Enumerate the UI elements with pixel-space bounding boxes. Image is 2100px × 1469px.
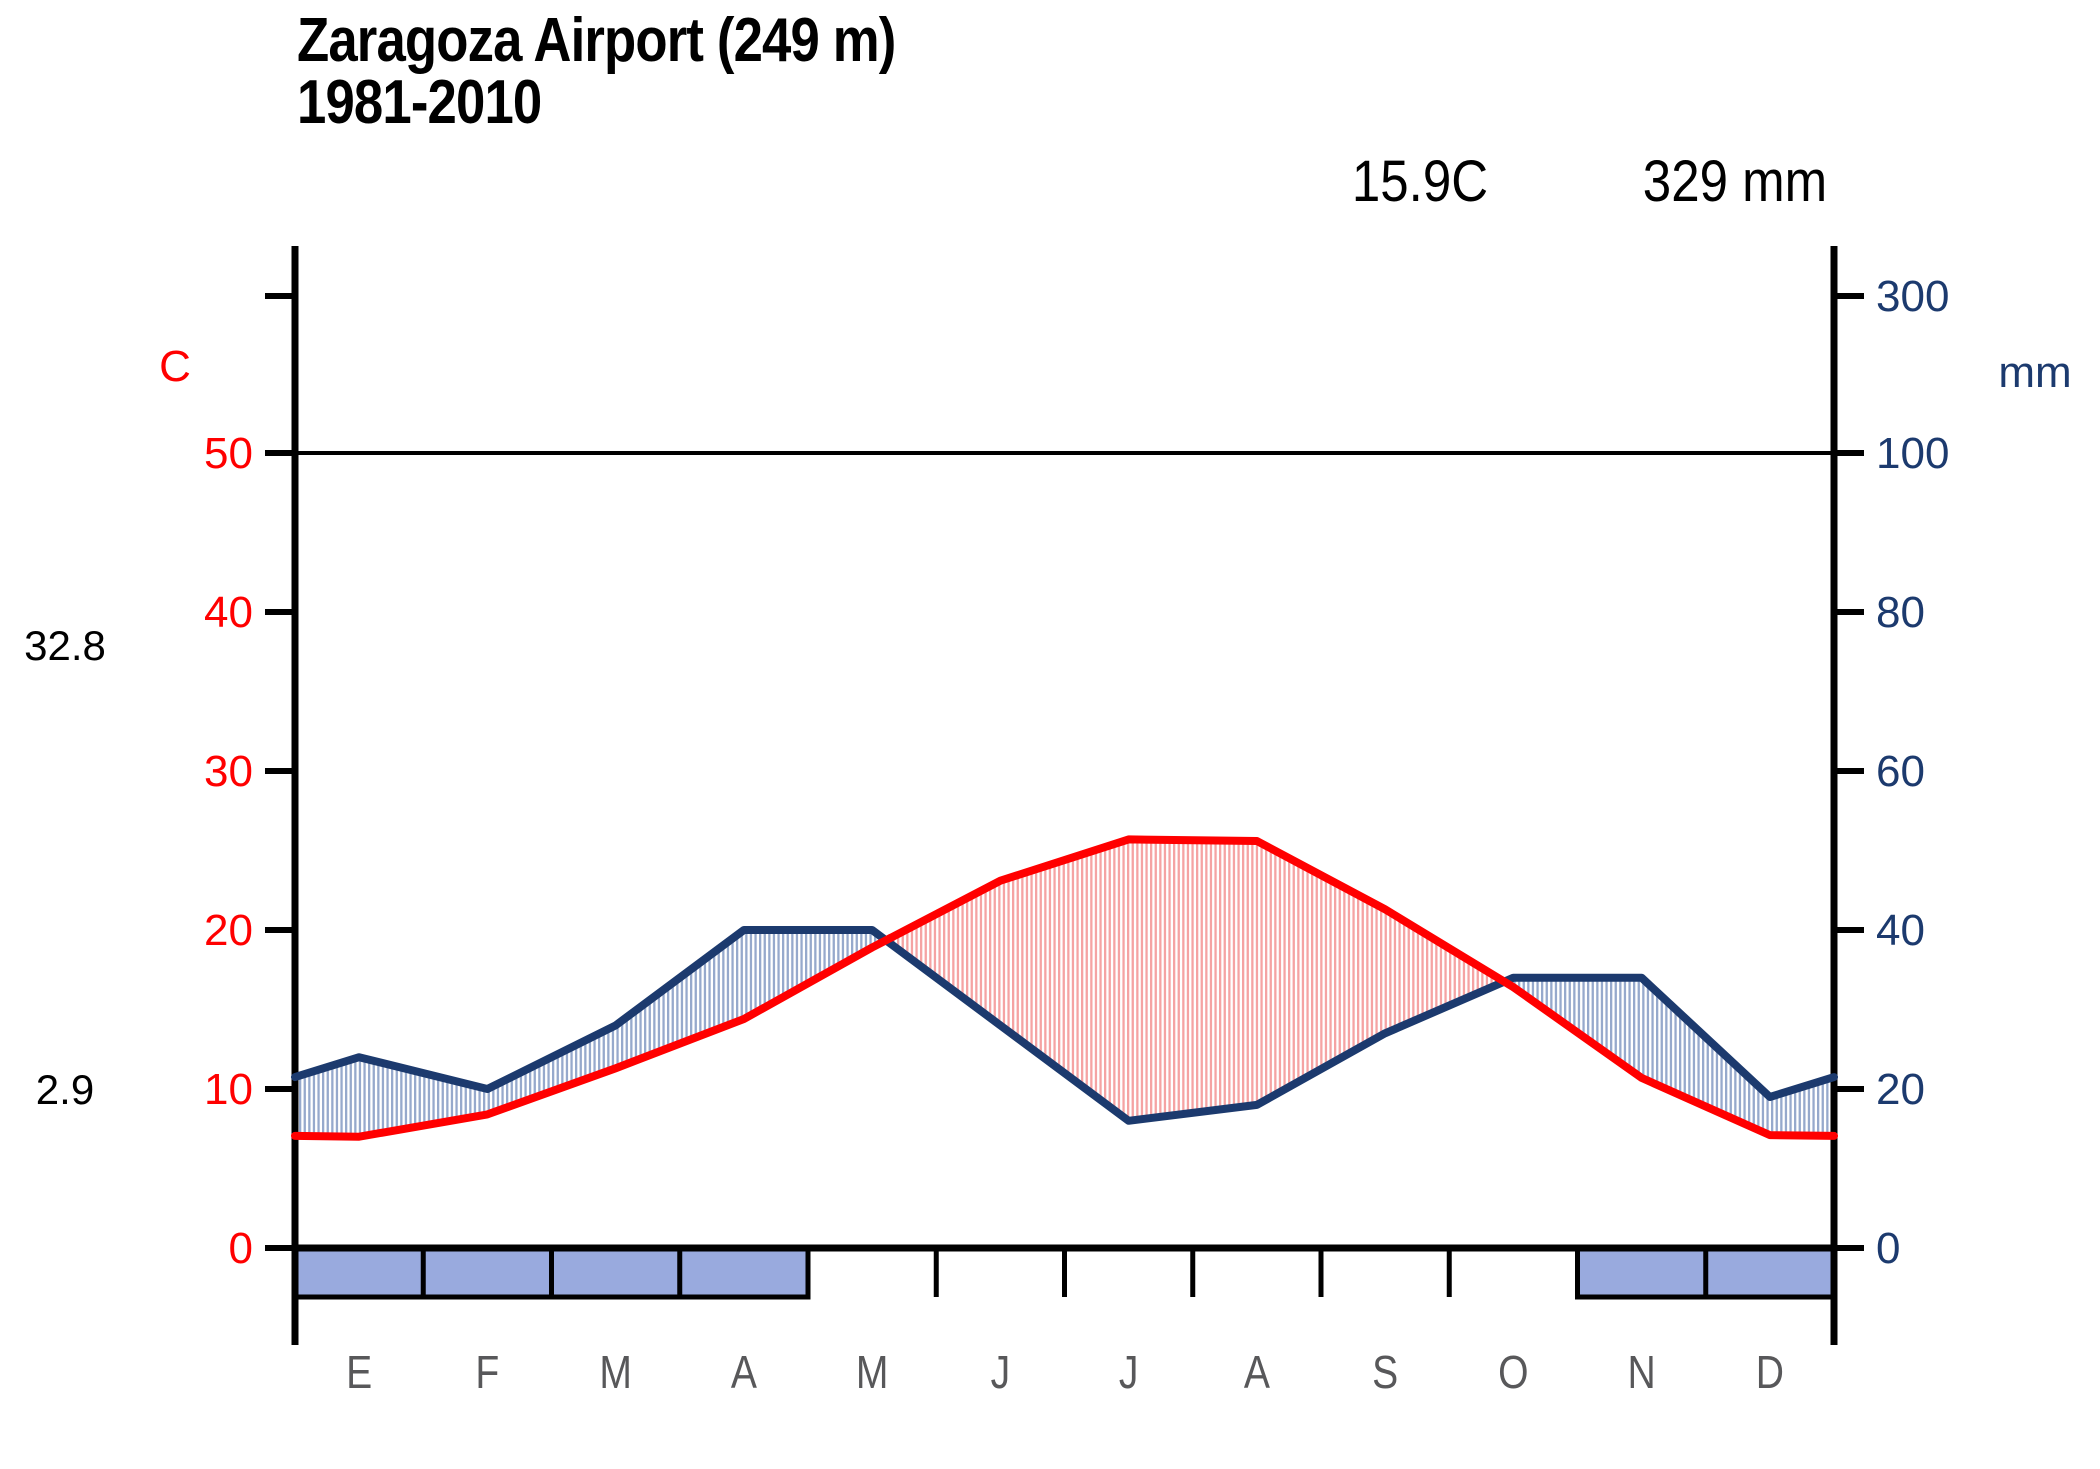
- temp-axis-unit: C: [159, 342, 191, 391]
- station-name: Zaragoza Airport (249 m): [297, 6, 896, 75]
- temp-tick-label: 20: [204, 906, 253, 955]
- month-label: A: [1244, 1347, 1271, 1399]
- month-label: M: [856, 1347, 889, 1399]
- temp-tick-label: 30: [204, 747, 253, 796]
- precip-tick-label: 20: [1876, 1065, 1925, 1114]
- chart-title: Zaragoza Airport (249 m) 1981-2010: [297, 6, 896, 137]
- annual-mean-temperature: 15.9C: [1351, 149, 1489, 214]
- annual-stats: 15.9C 329 mm: [0, 148, 2100, 214]
- humid-season-area: [1504, 977, 1834, 1136]
- dry-season-area: [886, 839, 1505, 1121]
- period: 1981-2010: [297, 68, 542, 137]
- temp-tick-label: 0: [229, 1224, 253, 1273]
- month-label: J: [1119, 1347, 1139, 1399]
- month-label: O: [1498, 1347, 1528, 1399]
- warmest-month-mean-max: 32.8: [24, 622, 106, 669]
- temperature-curve: [291, 835, 1838, 1141]
- temp-tick-label: 10: [204, 1065, 253, 1114]
- month-label: M: [599, 1347, 632, 1399]
- precip-tick-label: 40: [1876, 906, 1925, 955]
- month-label: D: [1756, 1347, 1784, 1399]
- temp-tick-label: 50: [204, 429, 253, 478]
- month-label: J: [991, 1347, 1011, 1399]
- precipitation-curve: [291, 926, 1838, 1125]
- month-label: S: [1372, 1347, 1398, 1399]
- temp-tick-label: 40: [204, 588, 253, 637]
- precip-tick-label: 60: [1876, 747, 1925, 796]
- month-label: N: [1628, 1347, 1656, 1399]
- humid-season-area: [295, 930, 886, 1137]
- precip-tick-label: 80: [1876, 588, 1925, 637]
- month-label: E: [346, 1347, 372, 1399]
- coldest-month-mean-min: 2.9: [35, 1066, 95, 1113]
- precip-tick-label-300: 300: [1876, 272, 1949, 321]
- precip-tick-label: 100: [1876, 429, 1949, 478]
- precip-axis-unit: mm: [1998, 348, 2072, 397]
- month-label: A: [731, 1347, 758, 1399]
- annual-precipitation: 329 mm: [1642, 149, 1828, 214]
- precip-tick-label: 0: [1876, 1224, 1900, 1273]
- month-label: F: [475, 1347, 499, 1399]
